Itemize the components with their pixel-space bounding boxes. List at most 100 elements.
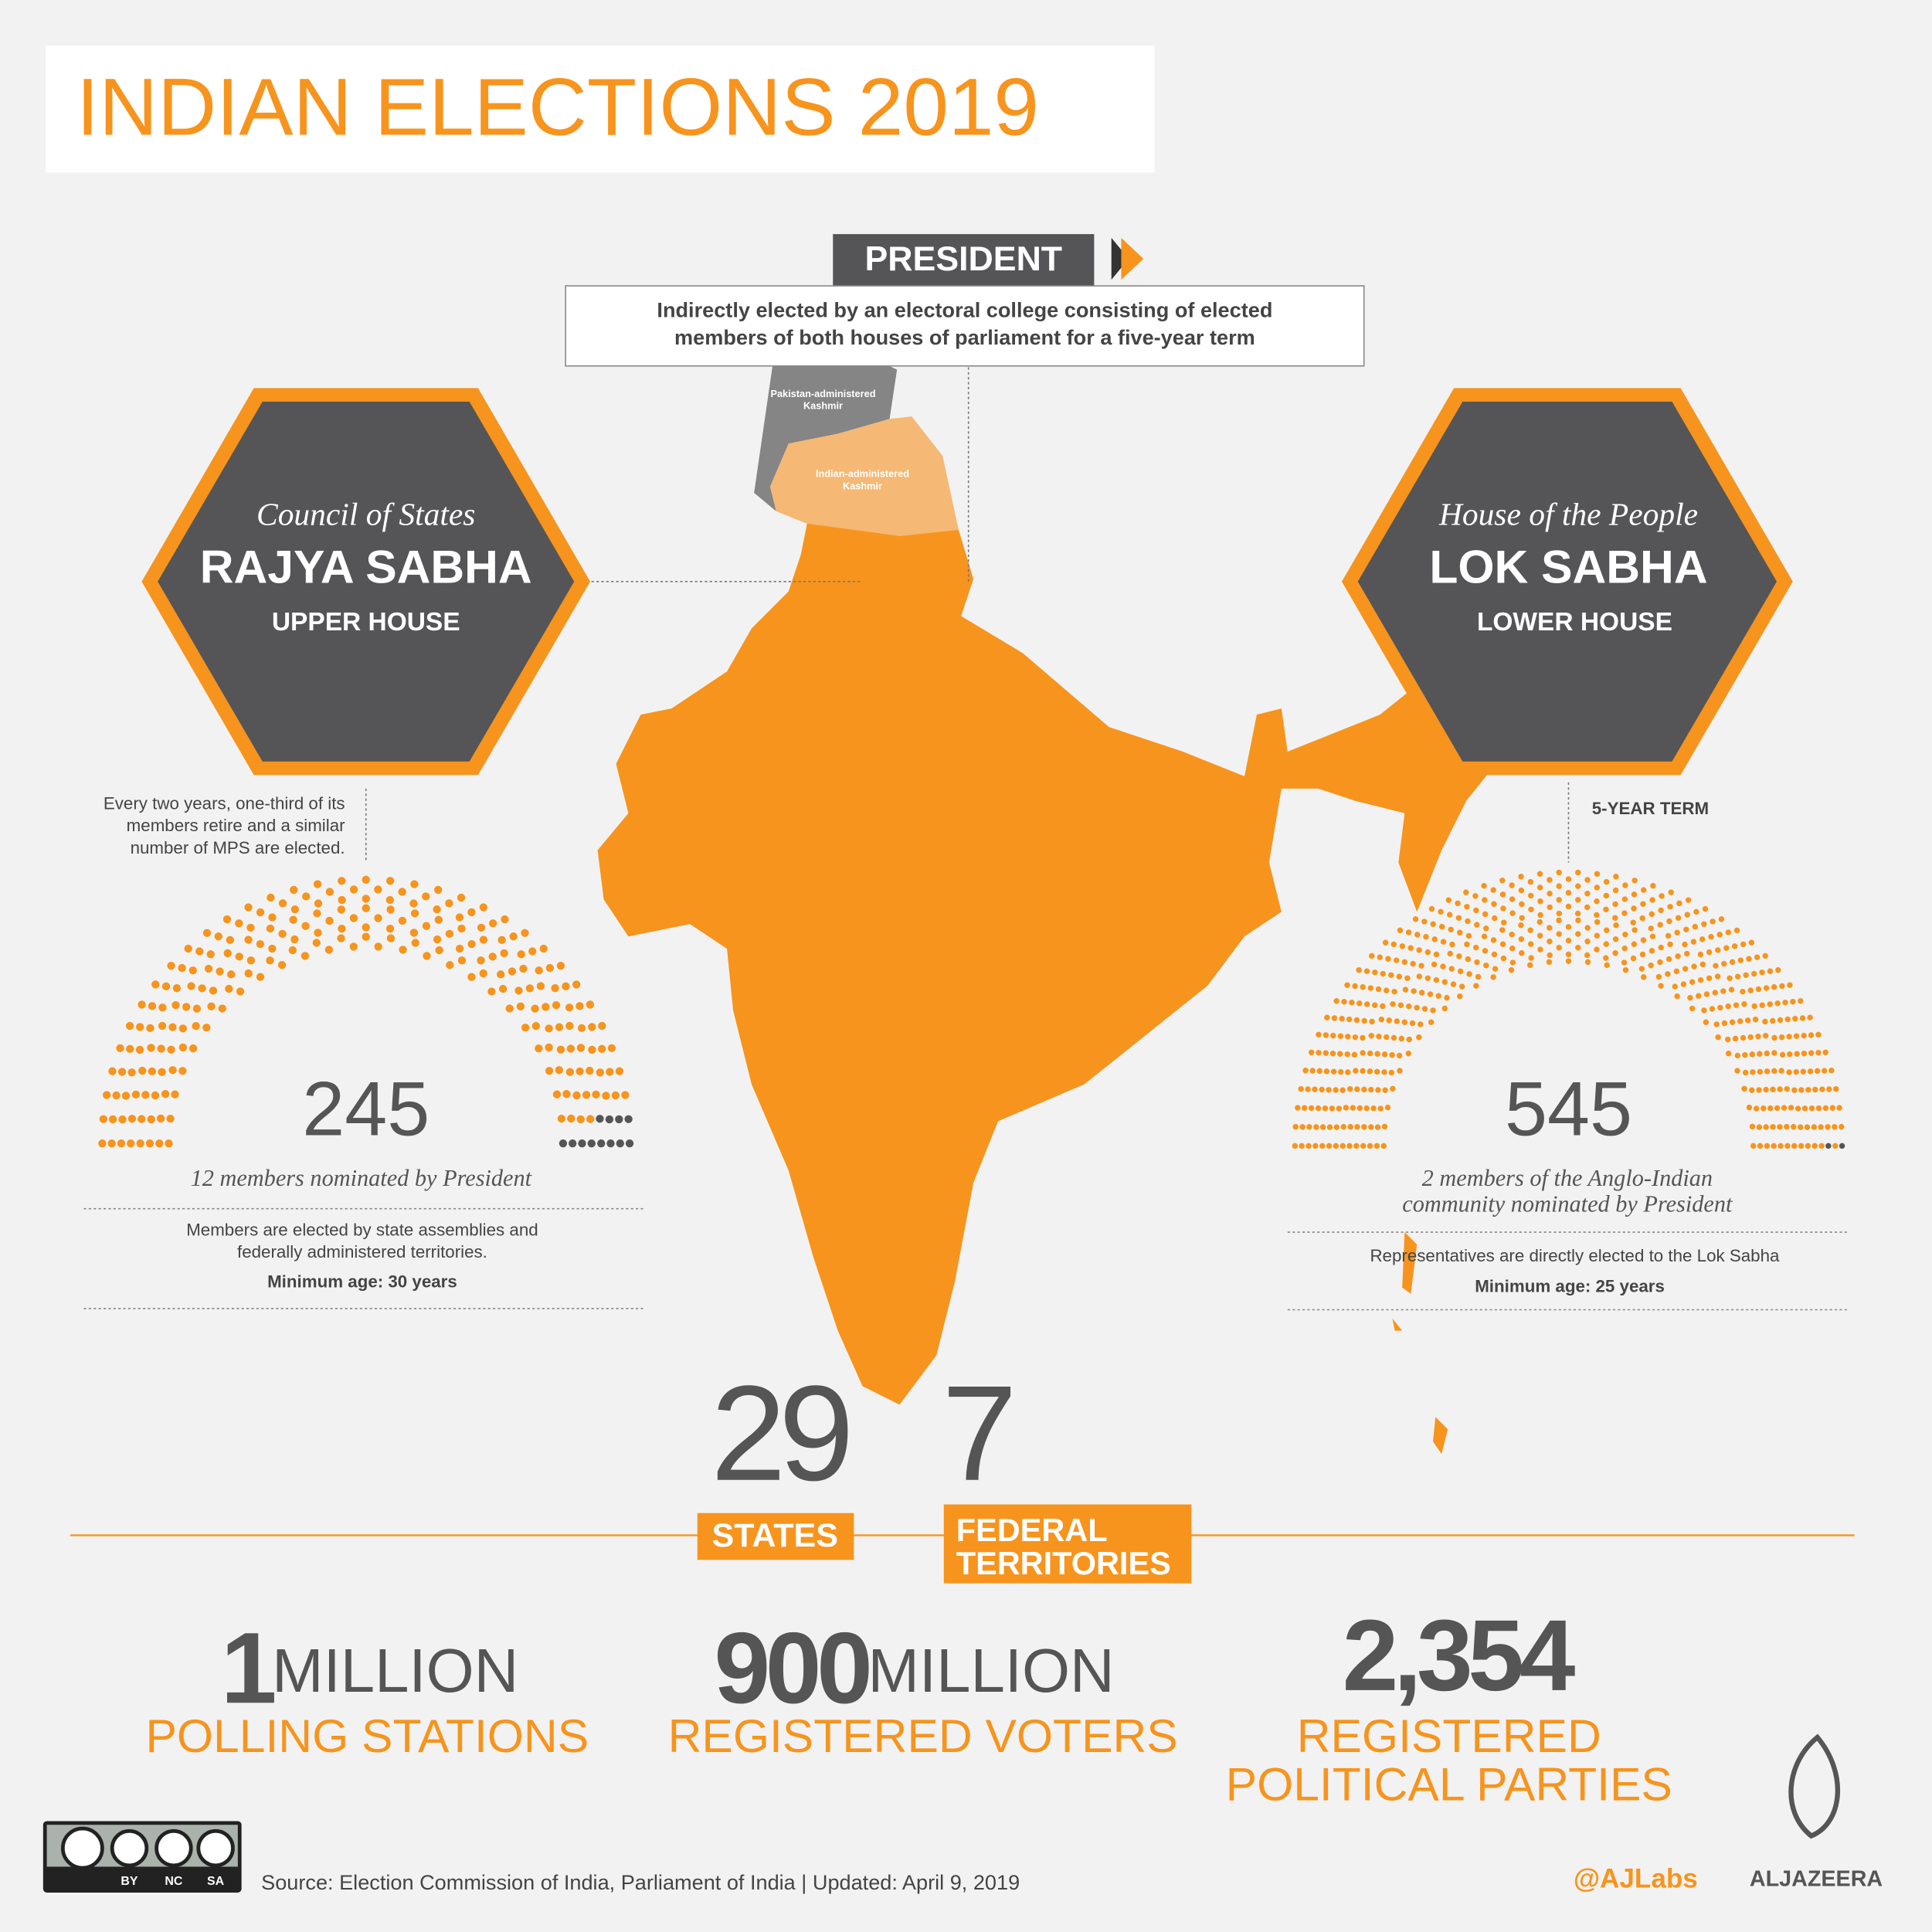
seat: [1774, 1105, 1781, 1112]
seat: [1574, 910, 1581, 917]
seat: [1316, 1031, 1322, 1038]
seat: [1778, 1068, 1784, 1074]
seat: [1612, 950, 1618, 956]
seat: [195, 947, 204, 956]
seat: [1323, 1050, 1329, 1056]
seat: [1648, 911, 1655, 918]
seat: [1631, 891, 1638, 898]
seat: [565, 1021, 574, 1031]
nominated-note: 2 members of the Anglo-Indian: [1422, 1165, 1713, 1191]
seat: [1346, 1016, 1353, 1023]
seat: [1784, 1016, 1791, 1023]
seat: [278, 929, 287, 939]
seat: [1536, 932, 1543, 939]
seat: [1737, 1018, 1744, 1024]
seat: [1295, 1105, 1301, 1111]
seat: [1329, 1051, 1336, 1057]
seat: [1518, 873, 1524, 880]
seat: [1397, 1002, 1404, 1008]
seat: [1449, 941, 1455, 948]
nominated-seat: [587, 1139, 596, 1148]
seat: [1658, 907, 1664, 914]
seat: [1811, 1143, 1818, 1149]
seat: [1333, 1087, 1339, 1093]
house-name: RAJYA SABHA: [200, 541, 532, 593]
seat: [1430, 1007, 1436, 1014]
seat: [577, 1024, 586, 1033]
seat: [338, 877, 346, 885]
seat: [1594, 885, 1601, 891]
seat: [1757, 1051, 1763, 1057]
seat: [1575, 869, 1581, 876]
states-label: STATES: [712, 1517, 838, 1554]
seat: [313, 880, 322, 888]
label-box: [943, 1504, 1192, 1584]
seat: [1441, 1005, 1448, 1012]
seat: [121, 1092, 131, 1100]
seat: [1463, 889, 1469, 895]
seat: [1556, 931, 1562, 937]
seat: [1349, 999, 1355, 1006]
house-type: LOWER HOUSE: [1477, 608, 1672, 637]
seat: [1556, 910, 1563, 917]
seat: [98, 1139, 107, 1148]
seat: [1375, 986, 1382, 993]
nominated-seat: [578, 1139, 586, 1148]
seat: [1381, 1069, 1387, 1075]
seat: [1472, 893, 1479, 899]
seat: [131, 1090, 141, 1099]
seat: [1639, 951, 1646, 958]
seat: [362, 904, 370, 912]
seat: [288, 946, 297, 955]
seat: [1367, 1143, 1373, 1149]
seat: [1556, 897, 1562, 903]
seat: [1384, 1104, 1391, 1111]
seat: [552, 1001, 561, 1010]
seat: [1329, 1105, 1336, 1112]
seat: [1746, 1104, 1753, 1111]
seat: [302, 892, 311, 901]
seat: [1382, 939, 1389, 946]
seat: [606, 1068, 614, 1076]
seat: [1414, 1004, 1420, 1011]
seat: [1822, 1105, 1829, 1112]
seat-count: 545: [1505, 1066, 1632, 1152]
seat: [1456, 953, 1462, 959]
seat: [1501, 919, 1507, 925]
seat: [1708, 933, 1714, 940]
seat: [1381, 1051, 1388, 1058]
seat: [1787, 982, 1793, 988]
seat: [565, 1068, 575, 1076]
seat: [1536, 885, 1543, 891]
stat-unit: MILLION: [868, 1636, 1115, 1705]
seat: [1746, 956, 1752, 962]
seat: [467, 973, 476, 981]
seat: [1613, 873, 1619, 880]
seat: [1685, 897, 1692, 903]
election-note: Members are elected by state assemblies …: [186, 1220, 538, 1239]
president-label: PRESIDENT: [865, 240, 1063, 278]
seat: [362, 875, 370, 885]
seat: [1445, 897, 1452, 903]
stat-label: POLLING STATIONS: [145, 1710, 589, 1762]
seat: [1546, 959, 1553, 966]
seat: [1482, 897, 1488, 903]
seat: [1509, 931, 1515, 938]
seat: [313, 909, 321, 918]
seat: [1319, 1143, 1326, 1149]
seat: [1440, 963, 1446, 969]
seat: [1482, 948, 1489, 954]
seat: [1389, 1051, 1395, 1058]
seat: [1475, 973, 1482, 980]
seat: [1828, 1068, 1835, 1074]
seat: [171, 1090, 179, 1098]
seat: [1621, 910, 1628, 916]
seat: [1556, 883, 1562, 889]
seat: [1749, 1123, 1756, 1130]
seat: [1777, 1124, 1783, 1130]
seat: [1767, 968, 1774, 974]
seat: [1682, 941, 1688, 948]
seat: [1786, 1034, 1792, 1040]
seat: [1547, 890, 1553, 897]
seat: [156, 1114, 165, 1123]
